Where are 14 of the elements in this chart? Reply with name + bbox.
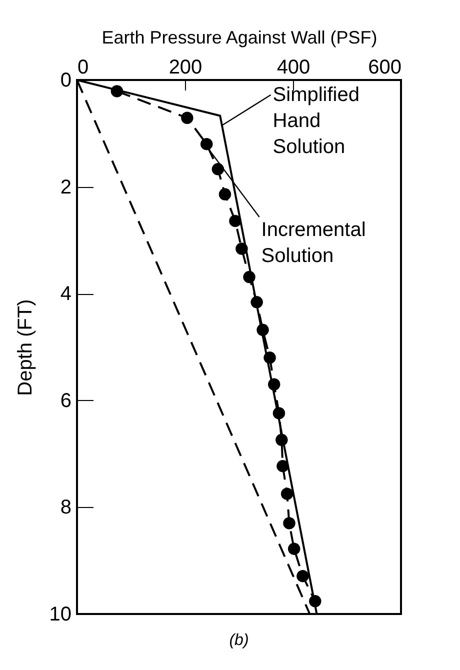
y-tick-label: 4	[60, 283, 72, 306]
x-tick-label: 0	[78, 56, 89, 78]
x-tick-label: 400	[276, 56, 310, 78]
y-tick-label: 6	[60, 390, 72, 412]
y-tick-label: 8	[60, 496, 72, 519]
annotation: Simplified Hand Solution	[272, 84, 360, 158]
text: (b)	[229, 632, 249, 649]
annotation: Incremental Solution	[261, 218, 366, 267]
x-axis-title: Earth Pressure Against Wall (PSF)	[102, 28, 378, 48]
y-tick-label: 10	[49, 604, 72, 626]
x-tick-label: 600	[368, 56, 402, 78]
x-tick-label: 200	[168, 56, 202, 78]
y-axis-title: Depth (FT)	[14, 299, 36, 396]
y-tick-label: 2	[60, 176, 72, 198]
